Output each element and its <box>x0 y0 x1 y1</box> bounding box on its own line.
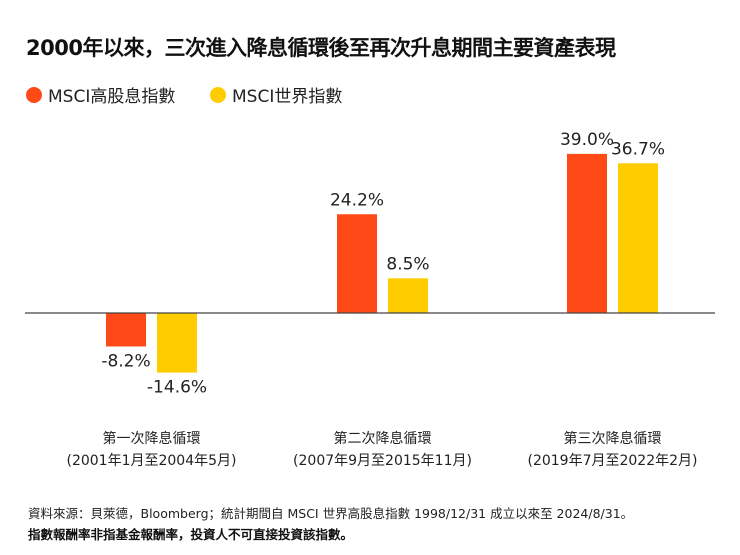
category-label: 第三次降息循環 <box>564 430 662 447</box>
bar <box>157 313 197 373</box>
category-label: 第一次降息循環 <box>103 430 201 447</box>
category-label: (2019年7月至2022年2月) <box>528 453 698 469</box>
legend-label: MSCI世界指數 <box>232 87 343 107</box>
category-label: (2007年9月至2015年11月) <box>293 453 472 469</box>
category-label: 第二次降息循環 <box>334 430 432 447</box>
data-label: 24.2% <box>330 190 384 210</box>
bar <box>337 214 377 313</box>
data-label: -14.6% <box>147 378 207 398</box>
bar <box>618 163 658 313</box>
category-label: (2001年1月至2004年5月) <box>67 453 237 469</box>
disclaimer: 指數報酬率非指基金報酬率，投資人不可直接投資該指數。 <box>28 527 354 542</box>
legend-swatch <box>26 86 42 103</box>
legend-label: MSCI高股息指數 <box>48 87 176 107</box>
data-label: 39.0% <box>560 130 614 150</box>
chart-title: 2000年以來，三次進入降息循環後至再次升息期間主要資產表現 <box>26 36 616 60</box>
bar <box>567 153 607 313</box>
data-label: 8.5% <box>386 254 429 274</box>
bar <box>388 278 428 313</box>
plot-area: -8.2% 24.2% 39.0% -14.6% 8.5% 36.7% 第一次降息循環 (20… <box>25 130 715 469</box>
legend-swatch <box>210 86 226 103</box>
data-label: -8.2% <box>101 351 150 371</box>
bar <box>106 313 146 347</box>
legend-item-high-dividend: MSCI高股息指數 <box>26 82 175 107</box>
data-label: 36.7% <box>611 139 665 159</box>
source-note: 資料來源：貝萊德，Bloomberg；統計期間自 MSCI 世界高股息指數 19… <box>28 506 634 521</box>
legend-item-world: MSCI世界指數 <box>210 82 342 107</box>
